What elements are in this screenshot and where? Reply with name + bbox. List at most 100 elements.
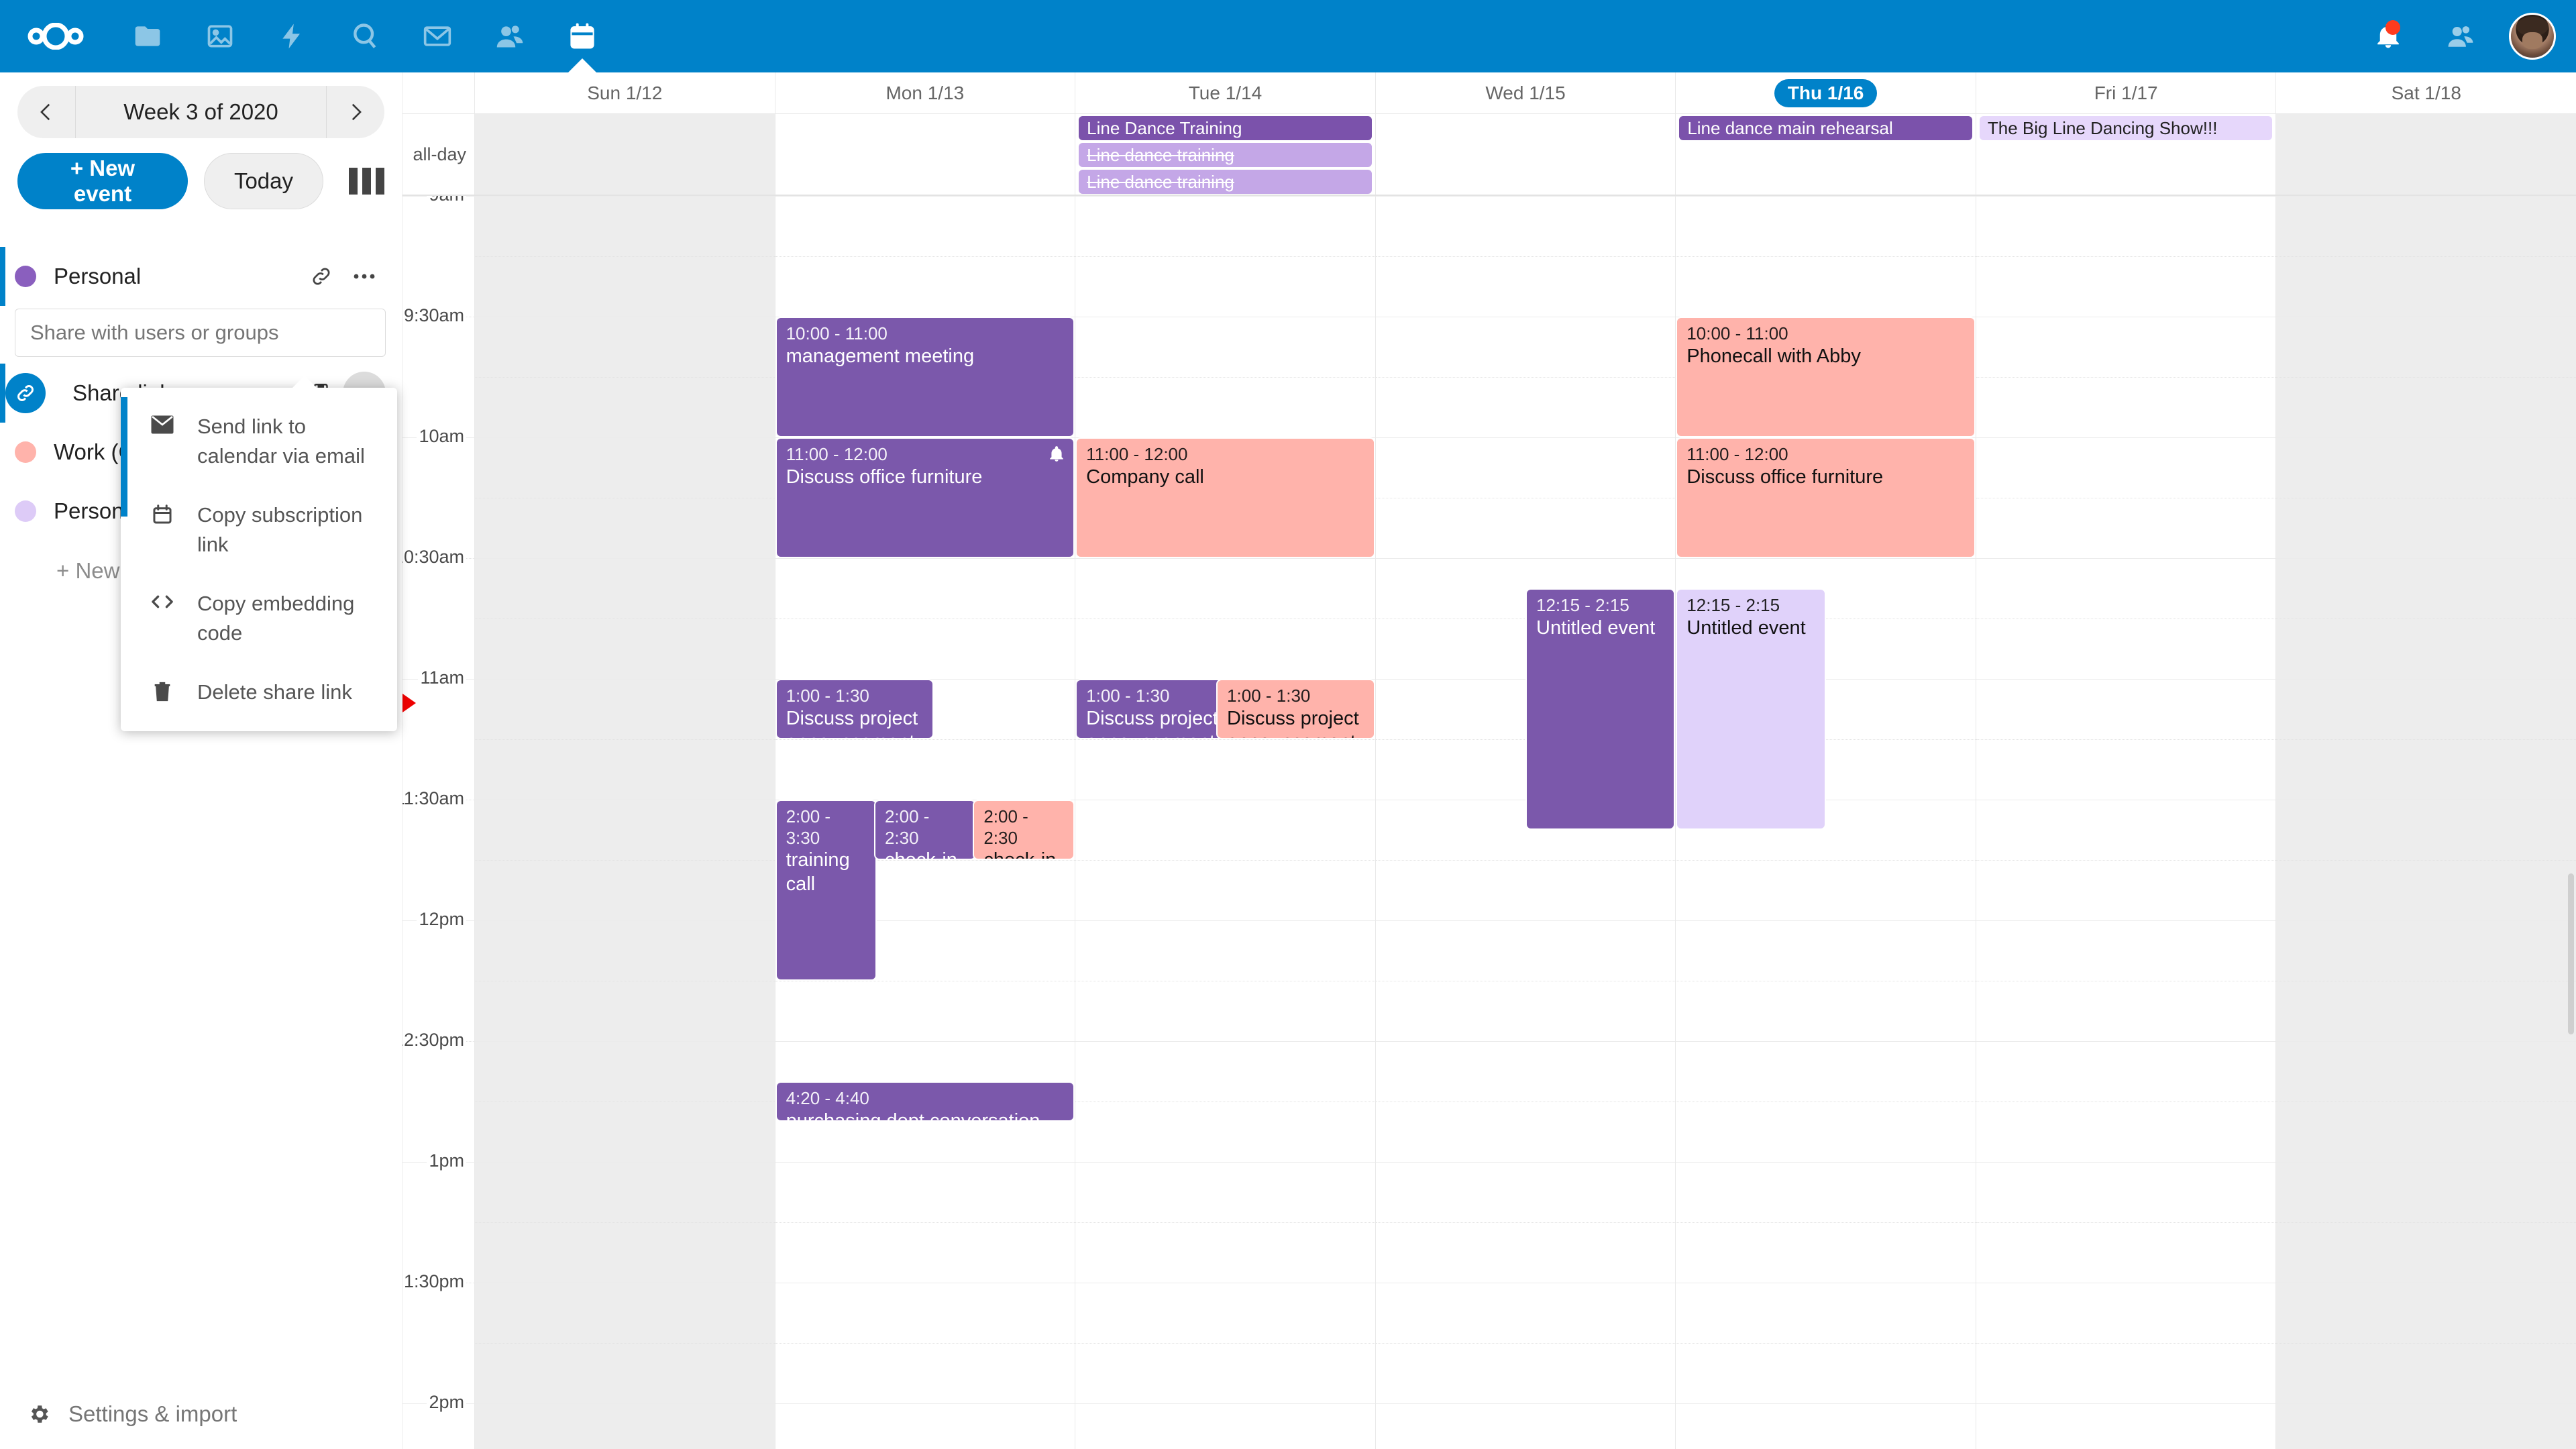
calendar-event[interactable]: 4:20 - 4:40 purchasing dept conversation (775, 1081, 1075, 1122)
grid-line (1976, 437, 2276, 438)
search-icon[interactable] (329, 0, 401, 72)
all-day-cell-thu[interactable]: Line dance main rehearsal (1676, 114, 1976, 195)
day-header-label: Tue 1/14 (1188, 82, 1263, 103)
share-with-users-input[interactable]: Share with users or groups (15, 309, 386, 357)
calendar-item-personal[interactable]: Personal (0, 247, 402, 306)
grid-line (775, 1222, 1075, 1223)
event-title: training call (786, 849, 850, 895)
all-day-cell-fri[interactable]: The Big Line Dancing Show!!! (1976, 114, 2277, 195)
menu-item-delete-share-link[interactable]: Delete share link (121, 663, 397, 722)
all-day-event[interactable]: Line dance training (1079, 143, 1372, 167)
grid-line (1676, 679, 1976, 680)
grid-line (475, 256, 775, 257)
link-icon[interactable] (300, 255, 343, 298)
day-header-sun[interactable]: Sun 1/12 (475, 72, 775, 113)
mail-icon[interactable] (401, 0, 474, 72)
grid-line (475, 196, 775, 197)
day-header-sat[interactable]: Sat 1/18 (2276, 72, 2576, 113)
day-column-fri[interactable] (1976, 196, 2277, 1449)
time-slot: 9am (402, 196, 475, 256)
grid-line (1075, 256, 1375, 257)
time-slot (402, 256, 475, 317)
all-day-cell-mon[interactable] (775, 114, 1076, 195)
grid-line (1676, 860, 1976, 861)
settings-and-import-button[interactable]: Settings & import (0, 1379, 402, 1449)
calendar-icon[interactable] (546, 0, 619, 72)
day-column-sat[interactable] (2276, 196, 2576, 1449)
calendar-event[interactable]: 11:00 - 12:00 Discuss office furniture (775, 437, 1075, 558)
time-grid-scroll-area[interactable]: 9am 9:30am 10am 10:30am 11am 11:30am 12pm 12:30… (402, 196, 2576, 1449)
all-day-cell-sun[interactable] (475, 114, 775, 195)
event-time: 11:00 - 12:00 (786, 444, 888, 464)
vertical-scrollbar[interactable] (2568, 873, 2574, 1034)
next-week-button[interactable] (327, 86, 384, 138)
menu-item-copy-subscription-link[interactable]: Copy subscription link (121, 486, 397, 574)
event-title: Untitled event (1536, 616, 1656, 639)
time-slot (402, 739, 475, 800)
all-day-event[interactable]: Line Dance Training (1079, 116, 1372, 140)
new-event-button[interactable]: + New event (17, 153, 188, 209)
notification-badge (2385, 20, 2400, 35)
current-period-title[interactable]: Week 3 of 2020 (75, 86, 327, 138)
day-header-tue[interactable]: Tue 1/14 (1075, 72, 1376, 113)
calendar-event[interactable]: 2:00 - 2:30check-in (973, 800, 1075, 860)
all-day-event[interactable]: Line dance main rehearsal (1679, 116, 1972, 140)
more-icon[interactable] (343, 255, 386, 298)
week-view-icon[interactable] (349, 168, 384, 195)
gear-icon (31, 1405, 48, 1423)
event-time: 1:00 - 1:30 (786, 686, 869, 706)
event-time: 1:00 - 1:30 (1086, 686, 1170, 706)
time-slot (402, 1102, 475, 1162)
calendar-event[interactable]: 10:00 - 11:00 management meeting (775, 317, 1075, 437)
all-day-cell-sat[interactable] (2276, 114, 2576, 195)
day-column-mon[interactable]: 10:00 - 11:00 management meeting 11:00 - 1… (775, 196, 1076, 1449)
photos-icon[interactable] (184, 0, 256, 72)
calendar-event[interactable]: 10:00 - 11:00 Phonecall with Abby (1676, 317, 1976, 437)
day-column-tue[interactable]: 11:00 - 12:00 Company call 1:00 - 1:30 Disc… (1075, 196, 1376, 1449)
previous-week-button[interactable] (17, 86, 75, 138)
contacts-icon[interactable] (474, 0, 546, 72)
calendar-event[interactable]: 11:00 - 12:00 Company call (1075, 437, 1375, 558)
day-header-fri[interactable]: Fri 1/17 (1976, 72, 2277, 113)
day-column-wed[interactable]: 12:15 - 2:15 Untitled event (1375, 196, 1676, 1449)
event-title: Company call (1086, 466, 1204, 488)
header-gutter (402, 72, 475, 113)
event-time: 10:00 - 11:00 (1686, 323, 1788, 343)
files-icon[interactable] (111, 0, 184, 72)
event-time: 12:15 - 2:15 (1686, 595, 1780, 615)
avatar[interactable] (2509, 13, 2556, 60)
grid-line (475, 679, 775, 680)
all-day-cell-wed[interactable] (1376, 114, 1676, 195)
grid-line (2276, 256, 2576, 257)
grid-line (1375, 377, 1676, 378)
calendar-event[interactable]: 12:15 - 2:15 Untitled event (1525, 588, 1676, 830)
calendar-color-dot (15, 266, 36, 287)
day-header-thu[interactable]: Thu 1/16 (1676, 72, 1976, 113)
nextcloud-logo[interactable] (0, 23, 111, 50)
menu-item-copy-embedding-code[interactable]: Copy embedding code (121, 574, 397, 663)
grid-line (1676, 558, 1976, 559)
all-day-event[interactable]: Line dance training (1079, 170, 1372, 194)
notifications-bell-icon[interactable] (2352, 0, 2424, 72)
day-column-sun[interactable] (475, 196, 775, 1449)
event-title: Discuss project announcement (786, 707, 918, 738)
time-axis-label: 10am (417, 426, 466, 447)
day-column-thu[interactable]: 12:15 - 2:15 Untitled event 10:00 - 11:00 P… (1676, 196, 1976, 1449)
contacts-menu-icon[interactable] (2424, 0, 2497, 72)
menu-item-send-link-email[interactable]: Send link to calendar via email (121, 397, 397, 486)
activity-icon[interactable] (256, 0, 329, 72)
calendar-event[interactable]: 12:15 - 2:15 Untitled event (1676, 588, 1826, 830)
grid-line (1976, 679, 2276, 680)
day-header-mon[interactable]: Mon 1/13 (775, 72, 1076, 113)
calendar-event[interactable]: 2:00 - 3:30 training call (775, 800, 877, 981)
time-slot (402, 1343, 475, 1403)
all-day-cell-tue[interactable]: Line Dance Training Line dance training Li… (1075, 114, 1376, 195)
calendar-event[interactable]: 11:00 - 12:00 Discuss office furniture (1676, 437, 1976, 558)
today-button[interactable]: Today (203, 153, 323, 209)
calendar-event[interactable]: 2:00 - 2:30check-in (873, 800, 976, 860)
day-header-wed[interactable]: Wed 1/15 (1376, 72, 1676, 113)
all-day-event[interactable]: The Big Line Dancing Show!!! (1979, 116, 2273, 140)
